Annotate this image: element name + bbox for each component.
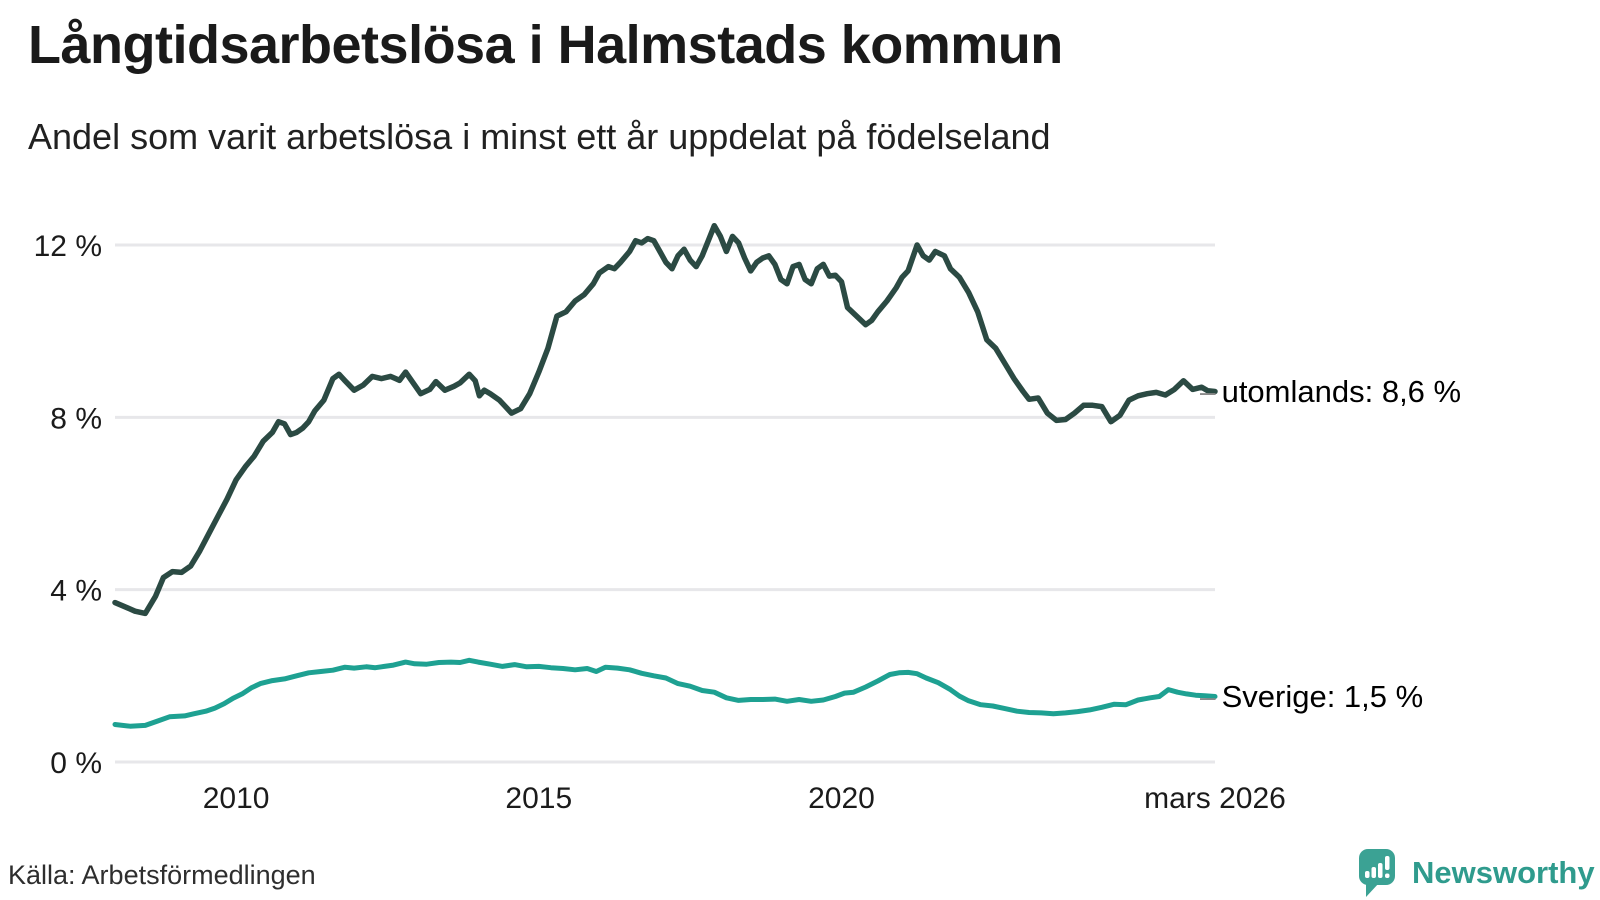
annotation-text: Sverige: 1,5 % <box>1221 678 1424 714</box>
annotation-dash: – <box>1200 375 1216 407</box>
x-tick-label: mars 2026 <box>1144 782 1286 815</box>
y-tick-label: 4 % <box>50 575 102 608</box>
y-tick-label: 12 % <box>34 230 102 263</box>
annotation-dash: – <box>1200 680 1216 712</box>
source-note: Källa: Arbetsförmedlingen <box>8 860 316 890</box>
line-utomlands <box>112 222 1218 617</box>
newsworthy-icon <box>1359 849 1395 897</box>
brand-name: Newsworthy <box>1412 855 1595 890</box>
series-end-label-utomlands: – utomlands: 8,6 % <box>1200 370 1461 414</box>
x-tick-label: 2015 <box>505 782 572 815</box>
line-Sverige <box>112 657 1218 729</box>
x-tick-label: 2010 <box>203 782 270 815</box>
brand-logo: Newsworthy <box>1358 848 1595 898</box>
y-tick-label: 0 % <box>50 747 102 780</box>
series-end-label-sverige: – Sverige: 1,5 % <box>1200 675 1423 719</box>
x-tick-label: 2020 <box>808 782 875 815</box>
y-tick-label: 8 % <box>50 402 102 435</box>
page-subtitle: Andel som varit arbetslösa i minst ett å… <box>28 116 1051 157</box>
page-title: Långtidsarbetslösa i Halmstads kommun <box>28 15 1063 75</box>
annotation-text: utomlands: 8,6 % <box>1221 373 1462 409</box>
